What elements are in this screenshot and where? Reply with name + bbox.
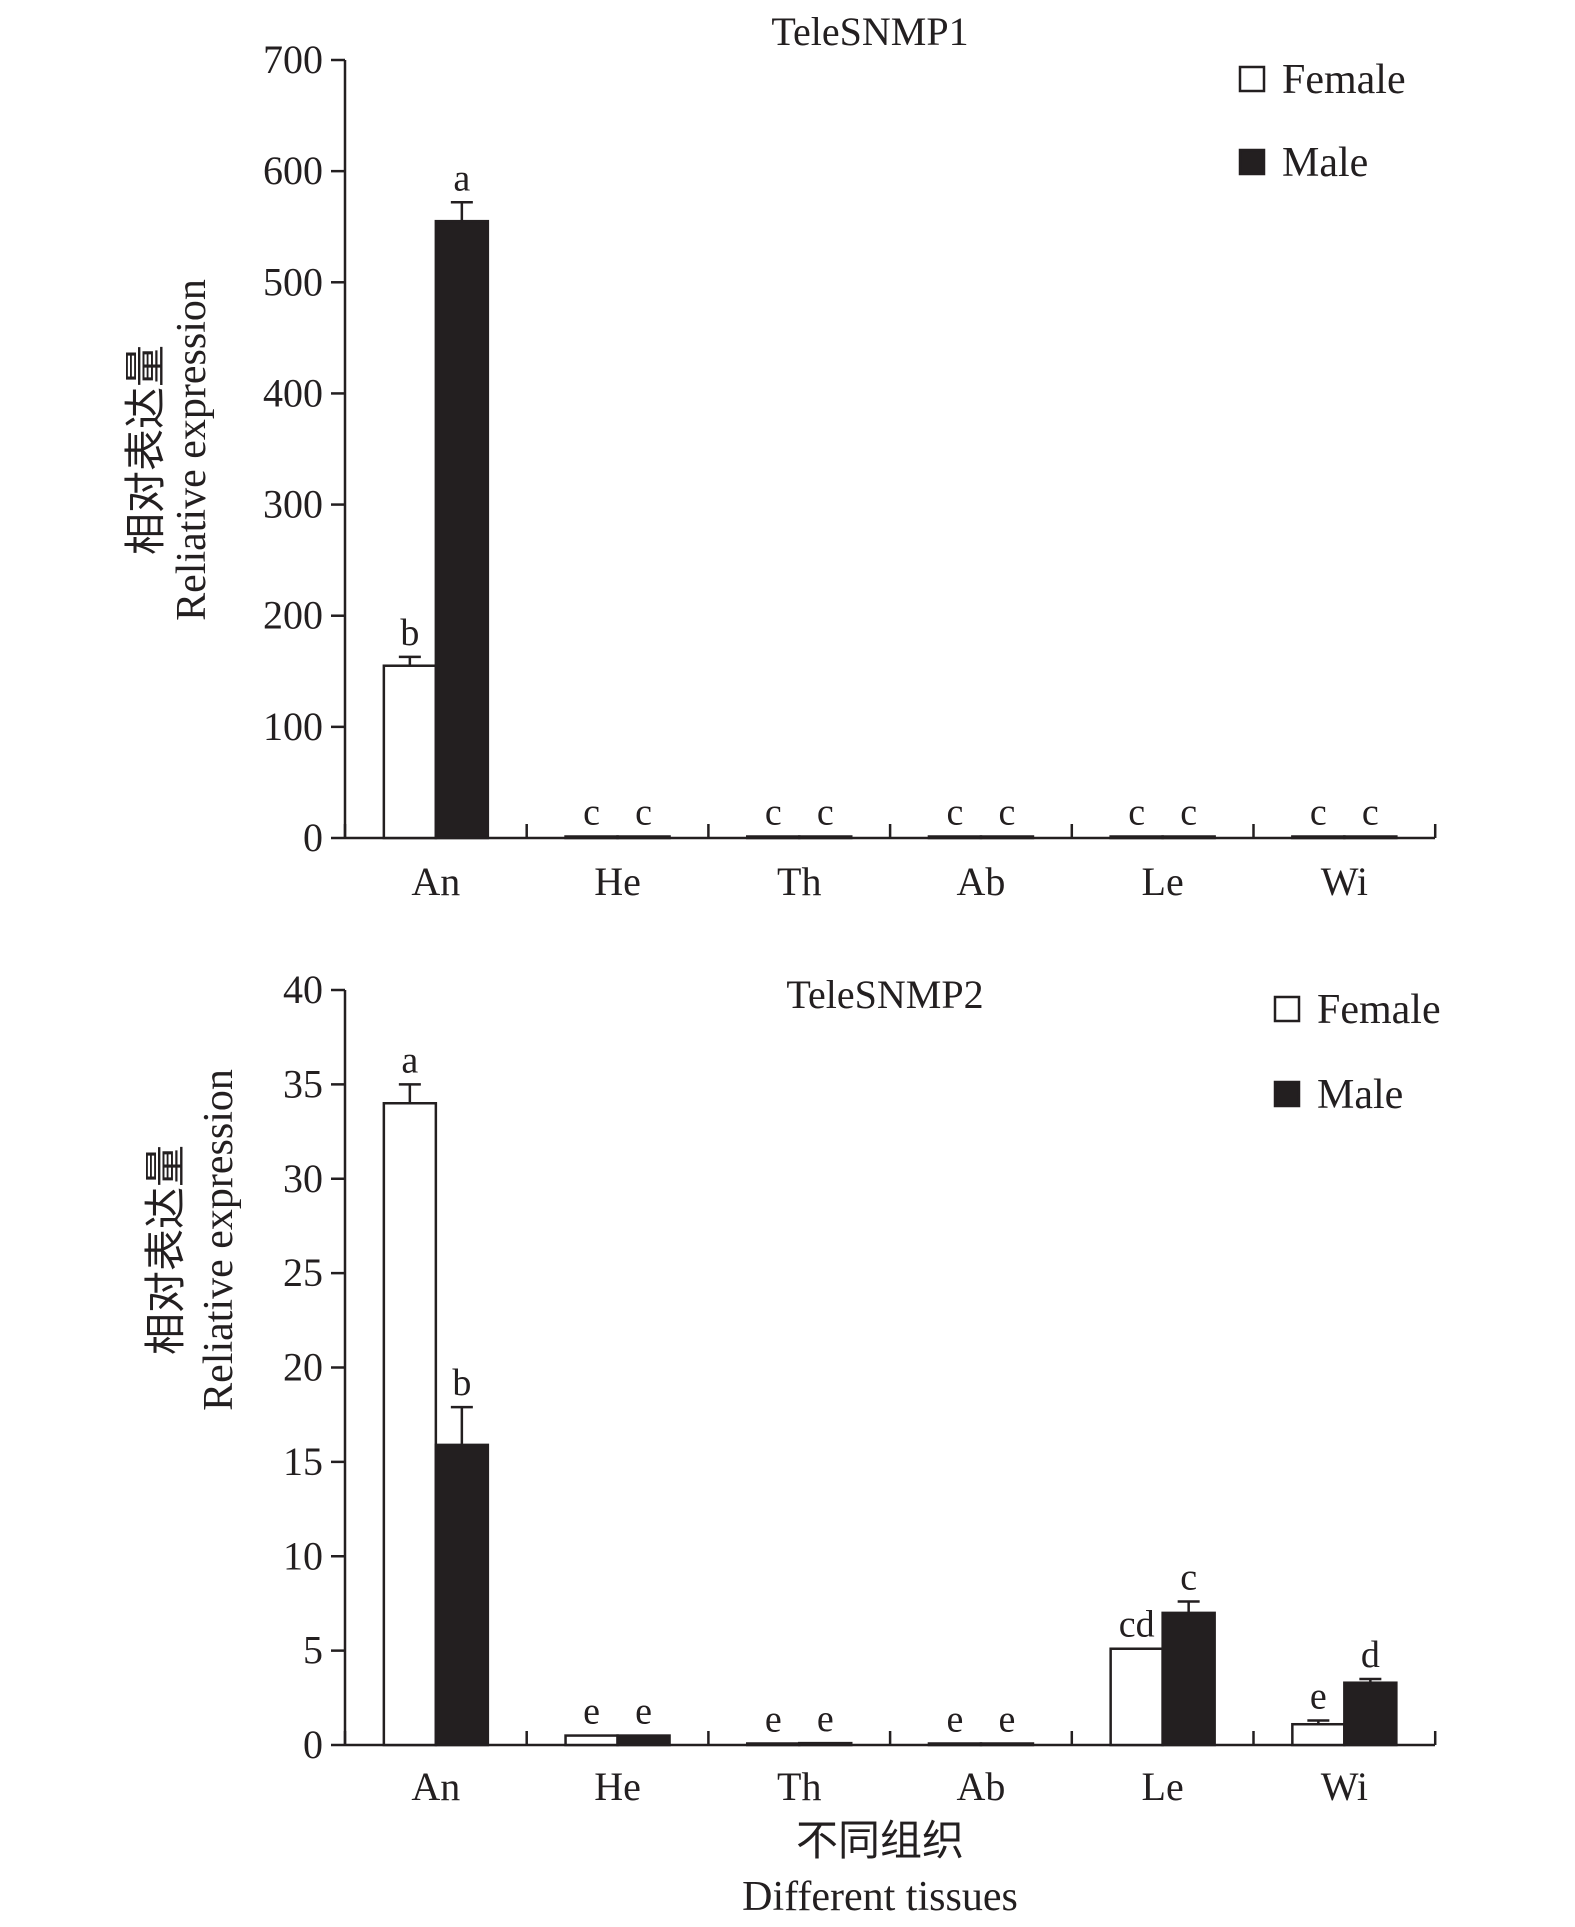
significance-label: e	[583, 1691, 600, 1733]
bar-female	[1291, 1722, 1346, 1747]
legend-label: Female	[1282, 57, 1406, 103]
bar-female	[746, 1742, 801, 1747]
significance-label: c	[583, 792, 600, 834]
x-axis-label-cn: 不同组织	[796, 1819, 964, 1865]
bar-male	[1161, 1611, 1216, 1747]
bar-male	[1343, 1681, 1398, 1747]
x-axis-label-en: Different tissues	[742, 1874, 1018, 1920]
significance-label: e	[999, 1699, 1016, 1741]
significance-label: e	[817, 1698, 834, 1740]
bar-female	[746, 835, 801, 840]
legend-swatch-female	[1238, 65, 1266, 93]
significance-label: c	[635, 792, 652, 834]
x-category-label: Ab	[957, 1764, 1006, 1809]
y-tick-label: 700	[263, 37, 323, 82]
x-category-label: An	[411, 859, 460, 904]
significance-label: c	[1128, 792, 1145, 834]
bar-male	[434, 1443, 490, 1747]
significance-label: a	[453, 157, 470, 199]
legend-swatch-female	[1273, 995, 1301, 1023]
x-category-label: Wi	[1321, 859, 1368, 904]
bar-male	[434, 219, 490, 840]
legend-swatch-male	[1238, 148, 1266, 176]
significance-label: e	[635, 1691, 652, 1733]
y-axis-label-cn: 相对表达量	[124, 345, 170, 555]
significance-label: e	[947, 1699, 964, 1741]
y-tick-label: 35	[283, 1061, 323, 1106]
significance-label: b	[400, 612, 419, 654]
significance-label: c	[1180, 1557, 1197, 1599]
legend-swatch-male	[1273, 1080, 1301, 1108]
y-axis-label-cn: 相对表达量	[144, 1145, 190, 1355]
bar-female	[1109, 1647, 1164, 1747]
bar-female	[382, 1102, 438, 1747]
significance-label: c	[1362, 792, 1379, 834]
y-tick-label: 100	[263, 704, 323, 749]
x-category-label: Ab	[957, 859, 1006, 904]
y-tick-label: 400	[263, 370, 323, 415]
y-tick-label: 30	[283, 1156, 323, 1201]
y-tick-label: 5	[303, 1628, 323, 1673]
x-category-label: Wi	[1321, 1764, 1368, 1809]
bar-male	[1161, 835, 1216, 840]
chart-title: TeleSNMP1	[771, 9, 968, 54]
significance-label: c	[1310, 792, 1327, 834]
significance-label: e	[1310, 1675, 1327, 1717]
significance-label: c	[1180, 792, 1197, 834]
y-axis-label-en: Reliative expression	[196, 1069, 242, 1411]
bar-male	[979, 835, 1035, 840]
bar-female	[564, 1734, 619, 1747]
x-category-label: Th	[777, 1764, 821, 1809]
chart-title: TeleSNMP2	[786, 972, 983, 1017]
bar-female	[382, 664, 438, 840]
significance-label: b	[452, 1362, 471, 1404]
y-tick-label: 200	[263, 593, 323, 638]
bar-male	[616, 1734, 671, 1747]
x-category-label: Le	[1142, 1764, 1184, 1809]
bar-male	[616, 835, 671, 840]
bar-male	[798, 835, 853, 840]
significance-label: c	[765, 792, 782, 834]
y-tick-label: 0	[303, 815, 323, 860]
y-tick-label: 15	[283, 1439, 323, 1484]
bar-female	[927, 1742, 983, 1747]
y-axis-label-en: Reliative expression	[169, 279, 215, 621]
significance-label: a	[401, 1039, 418, 1081]
y-tick-label: 600	[263, 148, 323, 193]
y-tick-label: 10	[283, 1533, 323, 1578]
significance-label: c	[999, 792, 1016, 834]
x-category-label: Th	[777, 859, 821, 904]
significance-label: cd	[1119, 1604, 1155, 1646]
bar-female	[1109, 835, 1164, 840]
y-tick-label: 25	[283, 1250, 323, 1295]
significance-label: d	[1361, 1634, 1380, 1676]
significance-label: c	[947, 792, 964, 834]
legend-label: Male	[1282, 140, 1368, 186]
significance-label: e	[765, 1699, 782, 1741]
bar-male	[798, 1741, 853, 1747]
chart-telesnmp1: TeleSNMP1 0 100 200 300 400 500 600 700 An He Th Ab L…	[124, 9, 1437, 904]
y-tick-label: 40	[283, 967, 323, 1012]
y-tick-label: 0	[303, 1722, 323, 1767]
bar-female	[927, 835, 983, 840]
y-tick-label: 20	[283, 1345, 323, 1390]
bar-male	[979, 1742, 1035, 1747]
x-category-label: He	[594, 859, 641, 904]
x-category-label: An	[411, 1764, 460, 1809]
significance-label: c	[817, 792, 834, 834]
bar-female	[564, 835, 619, 840]
x-category-label: He	[594, 1764, 641, 1809]
bar-female	[1291, 835, 1346, 840]
y-tick-label: 500	[263, 259, 323, 304]
bar-male	[1343, 835, 1398, 840]
x-category-label: Le	[1142, 859, 1184, 904]
legend-label: Male	[1317, 1072, 1403, 1118]
legend-label: Female	[1317, 987, 1441, 1033]
y-tick-label: 300	[263, 482, 323, 527]
